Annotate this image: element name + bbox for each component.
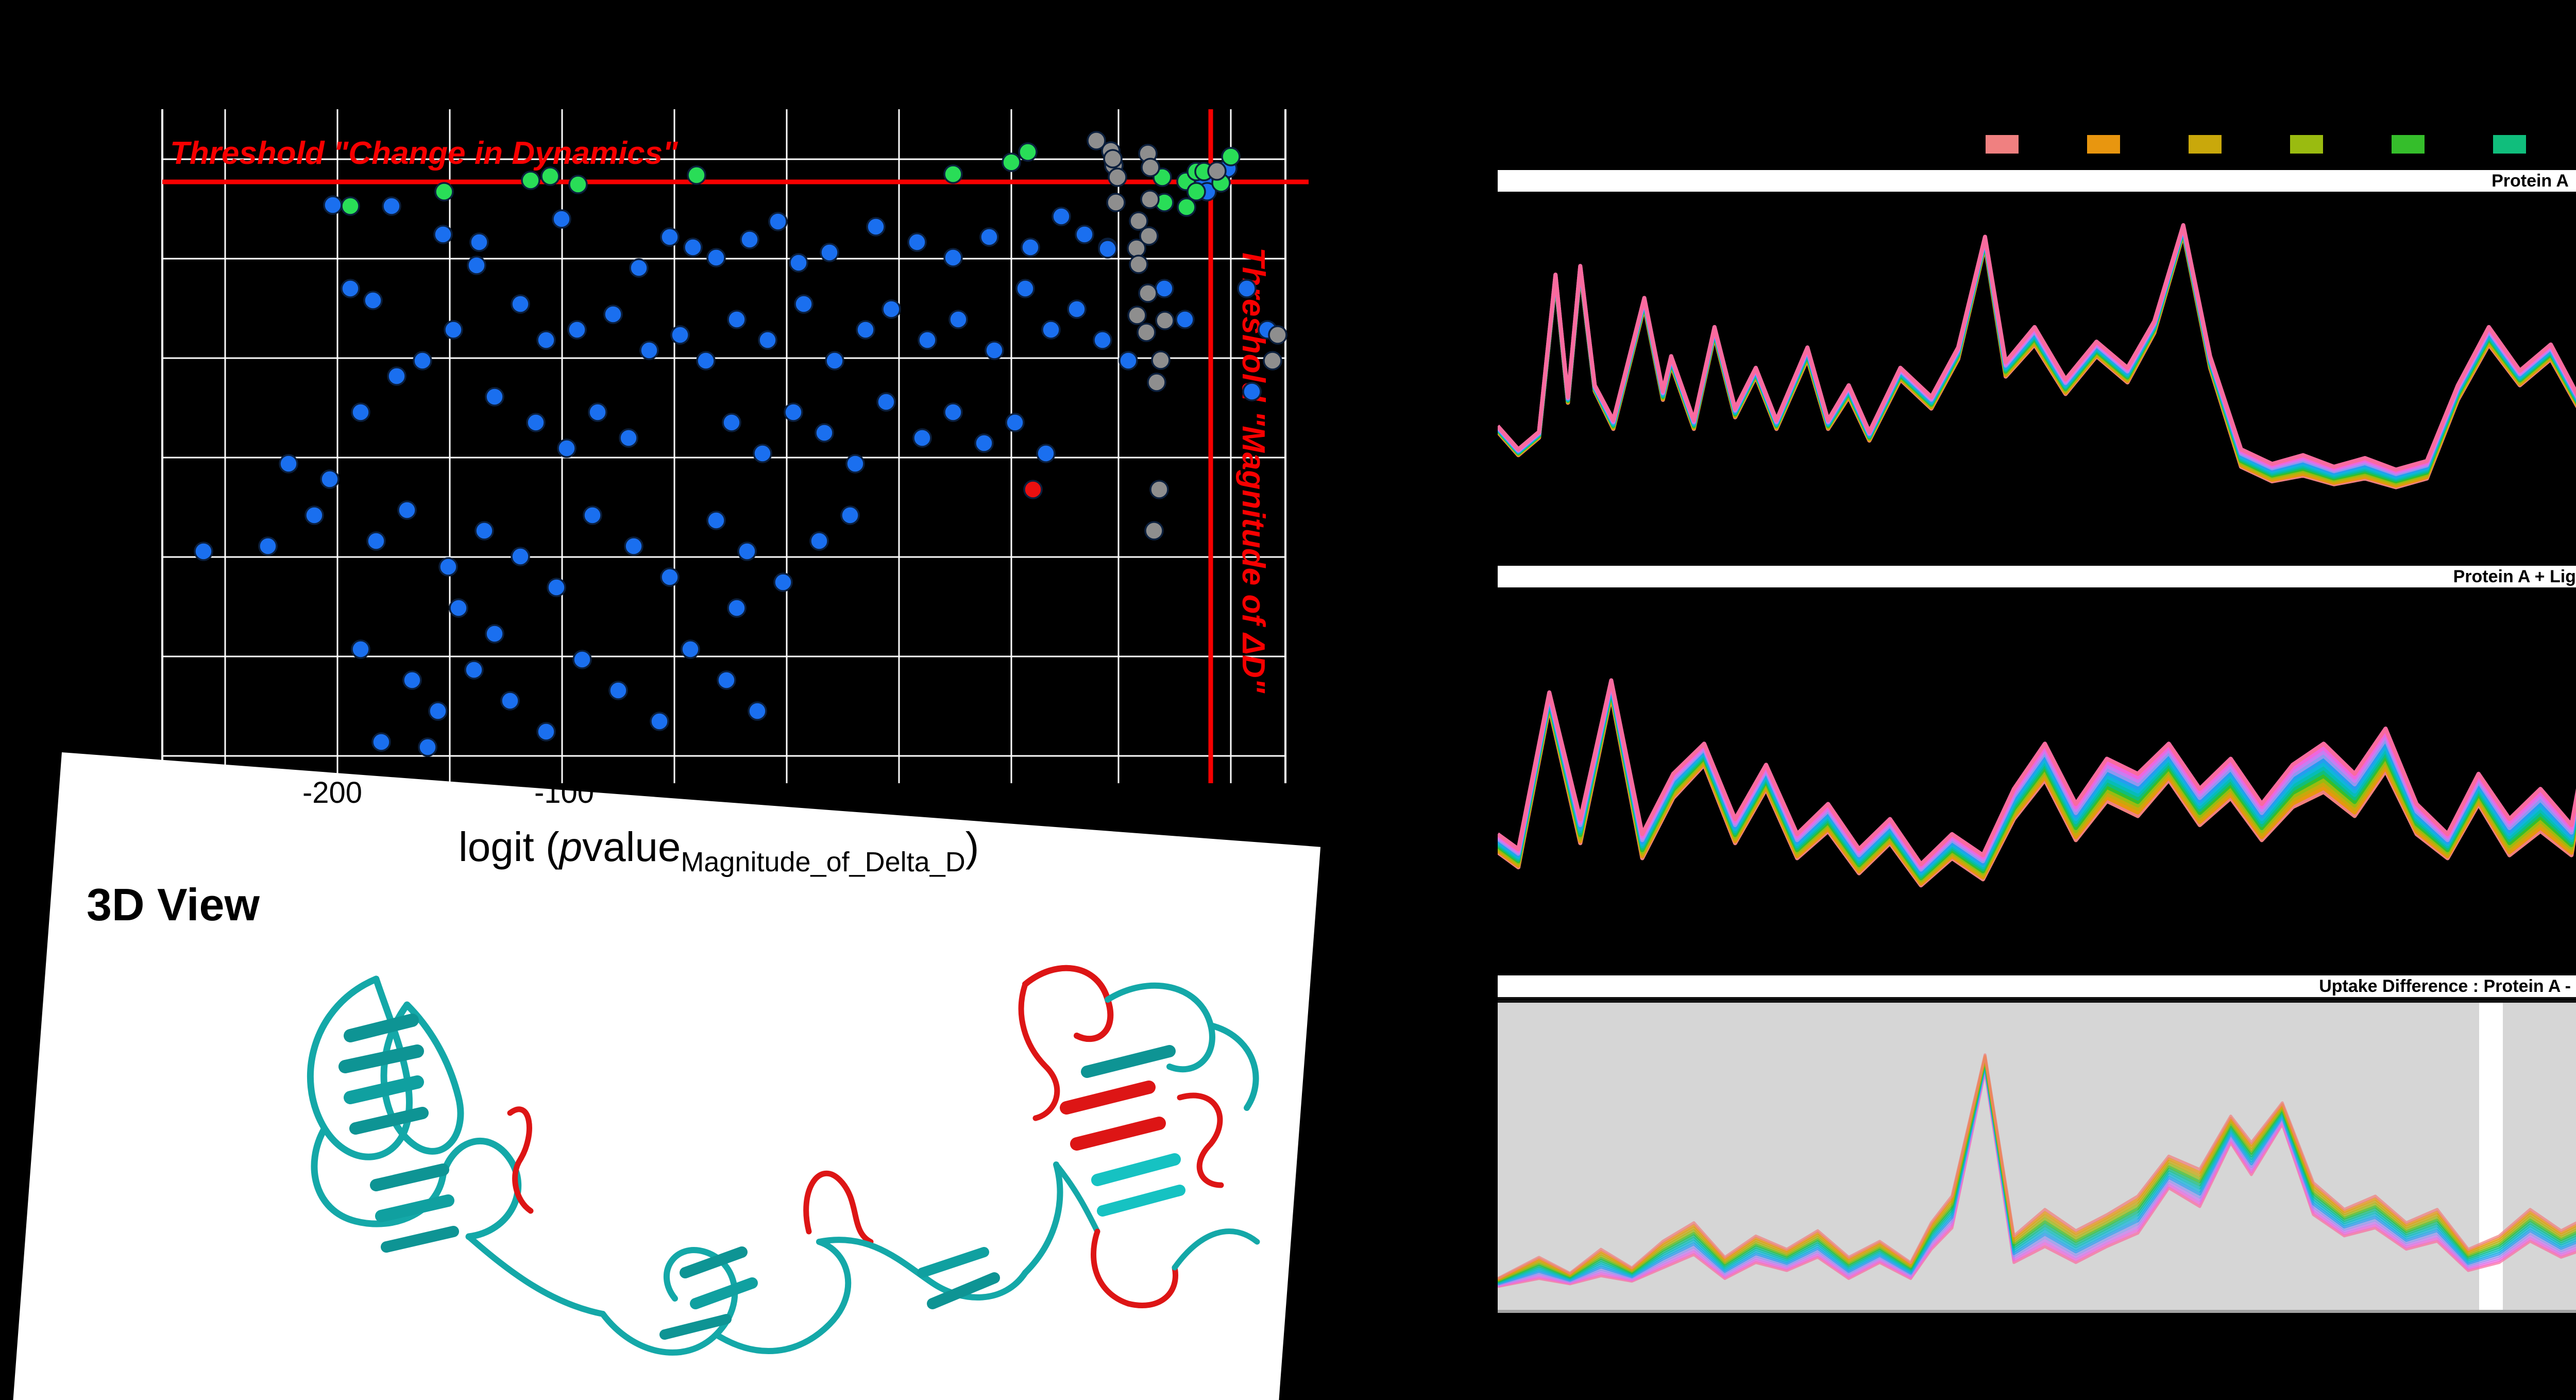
panel-title-text: Protein A [2492, 171, 2569, 191]
axis-title-main: value [582, 824, 681, 870]
threshold-magnitude-label: Threshold "Magnitude of ΔD" [1235, 247, 1271, 694]
timepoint-swatch-5[interactable] [2392, 135, 2425, 154]
timepoint-swatch-2[interactable] [2087, 135, 2120, 154]
x-tick-label: -200 [302, 776, 363, 809]
panel-title-text: Uptake Difference : Protein A - (Protein… [2319, 976, 2576, 996]
timepoint-legend [1986, 135, 2576, 154]
protein-ribbon[interactable] [222, 943, 1355, 1400]
timepoint-swatch-6[interactable] [2493, 135, 2526, 154]
uptake-chart-protein-a[interactable] [1498, 192, 2576, 564]
panel-title-protein-a: Protein A [1498, 170, 2576, 192]
axis-title-italic-p: p [559, 824, 583, 870]
threshold-change-in-dynamics-label: Threshold "Change in Dynamics" [170, 136, 679, 171]
volcano-plot[interactable]: Threshold "Change in Dynamics" Threshold … [0, 0, 1401, 804]
panel-title-text: Protein A + Ligand [2453, 566, 2576, 586]
axis-title-subscript: Magnitude_of_Delta_D [681, 847, 965, 878]
timepoint-swatch-3[interactable] [2189, 135, 2222, 154]
x-tick-label: -100 [534, 776, 595, 809]
timepoint-swatch-1[interactable] [1986, 135, 2019, 154]
uptake-difference-chart[interactable] [1498, 1000, 2576, 1313]
uptake-chart-protein-a-ligand[interactable] [1498, 587, 2576, 974]
axis-title-prefix: logit ( [459, 824, 560, 870]
structure-card-title: 3D View [87, 879, 260, 930]
axis-title-suffix: ) [965, 824, 979, 870]
panel-title-protein-a-ligand: Protein A + Ligand [1498, 566, 2576, 587]
x-axis-title: logit (pvalueMagnitude_of_Delta_D) [459, 823, 979, 878]
timepoint-swatch-4[interactable] [2290, 135, 2323, 154]
panel-title-uptake-difference: Uptake Difference : Protein A - (Protein… [1498, 975, 2576, 999]
